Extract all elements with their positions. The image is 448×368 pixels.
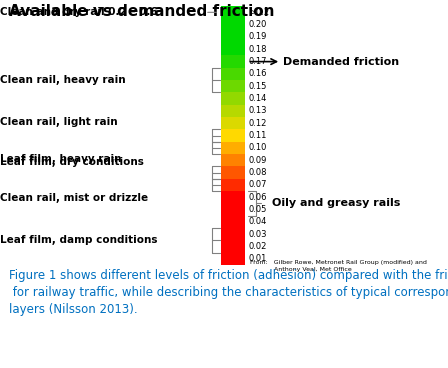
Text: Clean rail, light rain: Clean rail, light rain — [0, 117, 118, 127]
Text: Leaf film, damp conditions: Leaf film, damp conditions — [0, 235, 158, 245]
Bar — [220, 240, 246, 253]
Bar — [220, 191, 246, 204]
Text: From:   Gilber Rowe, Metronet Rail Group (modified) and: From: Gilber Rowe, Metronet Rail Group (… — [250, 260, 426, 265]
Text: Leaf film, dry conditions: Leaf film, dry conditions — [0, 156, 144, 166]
Bar — [220, 204, 246, 216]
Text: Anthony Veal, Met Office: Anthony Veal, Met Office — [250, 268, 352, 272]
Text: 0.08: 0.08 — [249, 168, 267, 177]
Text: 0.03: 0.03 — [249, 230, 267, 239]
Text: Figure 1 shows different levels of friction (adhesion) compared with the frictio: Figure 1 shows different levels of frict… — [9, 269, 448, 316]
Text: 0.02: 0.02 — [249, 242, 267, 251]
Text: >0.2: >0.2 — [249, 8, 269, 17]
Text: Available vs demanded friction: Available vs demanded friction — [9, 4, 275, 19]
Text: 0.06: 0.06 — [249, 193, 267, 202]
Bar — [220, 142, 246, 154]
Bar — [220, 6, 246, 18]
Text: Clean rail, mist or drizzle: Clean rail, mist or drizzle — [0, 194, 148, 204]
Text: Clean rail, heavy rain: Clean rail, heavy rain — [0, 75, 125, 85]
Text: 0.17: 0.17 — [249, 57, 267, 66]
Bar — [220, 31, 246, 43]
Bar — [220, 80, 246, 92]
Text: 0.18: 0.18 — [249, 45, 267, 54]
Text: 0.04: 0.04 — [249, 217, 267, 226]
Text: 0.15: 0.15 — [249, 82, 267, 91]
Bar — [220, 179, 246, 191]
Text: Oily and greasy rails: Oily and greasy rails — [272, 198, 401, 208]
Bar — [220, 154, 246, 166]
Text: 0.10: 0.10 — [249, 144, 267, 152]
Bar — [220, 166, 246, 179]
Text: Clean and dry rail 0.2 – 0.6: Clean and dry rail 0.2 – 0.6 — [0, 7, 158, 17]
Bar — [220, 43, 246, 56]
Bar — [220, 253, 246, 265]
Text: 0.14: 0.14 — [249, 94, 267, 103]
Text: 0.01: 0.01 — [249, 254, 267, 263]
Text: 0.11: 0.11 — [249, 131, 267, 140]
Bar — [220, 56, 246, 68]
Text: Demanded friction: Demanded friction — [283, 57, 400, 67]
Text: 0.19: 0.19 — [249, 32, 267, 42]
Bar — [220, 105, 246, 117]
Bar — [220, 228, 246, 240]
Bar — [220, 92, 246, 105]
Text: 0.16: 0.16 — [249, 70, 267, 78]
Text: 0.13: 0.13 — [249, 106, 267, 116]
Bar — [220, 68, 246, 80]
Text: Leaf film, heavy rain: Leaf film, heavy rain — [0, 154, 121, 164]
Bar — [220, 117, 246, 130]
Bar — [220, 216, 246, 228]
Text: 0.20: 0.20 — [249, 20, 267, 29]
Bar — [220, 18, 246, 31]
Text: 0.12: 0.12 — [249, 119, 267, 128]
Bar — [220, 130, 246, 142]
Text: 0.09: 0.09 — [249, 156, 267, 165]
Text: 0.05: 0.05 — [249, 205, 267, 214]
Text: 0.07: 0.07 — [249, 180, 267, 190]
